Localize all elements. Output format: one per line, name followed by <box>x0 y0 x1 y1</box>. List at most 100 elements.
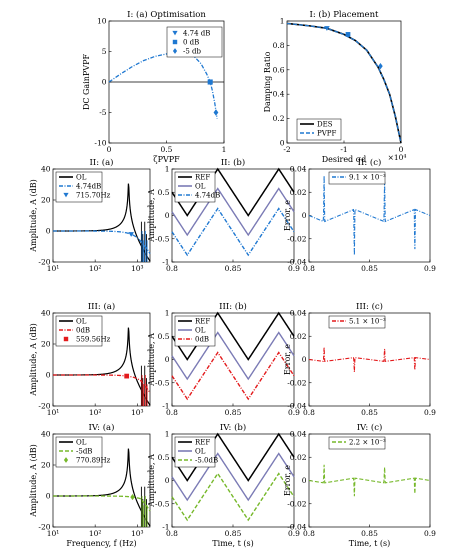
series-line <box>108 52 218 119</box>
y-tick-label: -0.5 <box>155 499 170 508</box>
legend-entry: OL <box>76 439 87 447</box>
y-tick-label: 1 <box>280 17 285 26</box>
legend-entry: 2.2 × 10⁻³ <box>349 439 386 447</box>
data-point <box>213 109 219 116</box>
y-tick-label: -20 <box>38 258 50 267</box>
x-tick-label: 0.8 <box>166 408 178 417</box>
error-line <box>308 346 431 373</box>
legend-entry: 0dB <box>76 327 90 335</box>
legend-marker <box>63 336 69 342</box>
y-tick-label: 0 <box>302 476 307 485</box>
x-axis-label: Time, t (s) <box>349 539 390 548</box>
cl-line <box>171 207 295 257</box>
y-tick-label: -10 <box>94 139 106 148</box>
cl-line <box>171 472 295 522</box>
chart-ii-a-: 10¹ 10² 10³ 40 20 0 -20 II: (a) Amplitude, A (dB… <box>29 157 151 273</box>
chart-title: II: (a) <box>90 157 114 168</box>
legend: 2.2 × 10⁻³ <box>328 436 386 450</box>
axes-frame <box>171 312 295 407</box>
legend-entry: 0dB <box>195 336 209 344</box>
y-tick-label: -20 <box>38 402 50 411</box>
legend: 4.74 dB0 dB-5 db <box>166 26 223 58</box>
ref-line <box>171 432 295 482</box>
y-tick-label: -0.5 <box>155 378 170 387</box>
x-tick-label: 0.85 <box>225 408 242 417</box>
y-tick-label: -1 <box>162 523 169 532</box>
y-tick-label: 0 <box>302 211 307 220</box>
legend-entry: -5 db <box>183 48 202 56</box>
x-tick-label: 10¹ <box>47 264 60 273</box>
y-tick-label: 20 <box>41 196 51 205</box>
y-tick-label: -0.04 <box>287 523 306 532</box>
legend-box <box>55 315 103 347</box>
y-tick-label: 0 <box>280 139 285 148</box>
y-tick-label: 0.5 <box>158 332 170 341</box>
y-tick-label: -5 <box>99 108 107 117</box>
error-line <box>308 175 431 256</box>
ol-line <box>171 187 295 237</box>
x-tick-label: 0.9 <box>288 408 300 417</box>
y-tick-label: 0.5 <box>158 188 170 197</box>
x-tick-label: 0.9 <box>288 529 300 538</box>
y-tick-label: -0.5 <box>155 234 170 243</box>
data-point <box>128 232 134 237</box>
legend-entry: 4.74dB <box>195 192 220 200</box>
y-tick-label: 0.5 <box>158 453 170 462</box>
y-tick-label: 0 <box>302 355 307 364</box>
y-tick-label: 0.04 <box>290 309 307 318</box>
series-line-pvpf <box>286 22 402 144</box>
chart-title: IV: (c) <box>357 422 383 433</box>
y-tick-label: 0 <box>165 476 170 485</box>
x-tick-label: 0.8 <box>303 529 315 538</box>
chart-title: III: (a) <box>88 301 115 312</box>
y-tick-label: -1 <box>162 402 169 411</box>
y-tick-label: 40 <box>41 165 51 174</box>
cl-line <box>53 230 151 254</box>
legend-entry: REF <box>195 174 210 182</box>
ol-line <box>171 452 295 502</box>
legend-entry: OL <box>195 327 206 335</box>
y-tick-label: 1 <box>165 309 170 318</box>
x-tick-label: 10³ <box>131 408 144 417</box>
error-line <box>308 464 431 497</box>
legend: 5.1 × 10⁻³ <box>328 315 386 329</box>
x-tick-label: -2 <box>283 145 291 154</box>
y-tick-label: 1 <box>165 165 170 174</box>
x-tick-label: 0.85 <box>225 264 242 273</box>
axes-frame <box>286 20 402 144</box>
x-tick-label: 0.8 <box>166 264 178 273</box>
chart-iv-b-: 0.8 0.85 0.9 1 0.5 0 -0.5 -1 IV: (b) Time, t (s) A… <box>147 422 300 548</box>
x-tick-label: 0.85 <box>361 264 378 273</box>
x-tick-label: 10² <box>89 264 102 273</box>
x-tick-label: 0.85 <box>225 529 242 538</box>
x-tick-label: 0.8 <box>166 529 178 538</box>
y-axis-label: Damping Ratio <box>263 51 272 112</box>
y-tick-label: -0.04 <box>287 258 306 267</box>
x-tick-label: 0.85 <box>361 408 378 417</box>
legend-entry: -5.0dB <box>195 457 218 465</box>
x-tick-label: 0 <box>107 145 112 154</box>
chart-ii-b-: 0.8 0.85 0.9 1 0.5 0 -0.5 -1 II: (b) Amplitude, A… <box>147 157 300 273</box>
y-axis-label: Amplitude, A (dB) <box>29 444 38 517</box>
plot-area <box>309 434 430 527</box>
y-axis-label: Amplitude, A (dB) <box>29 323 38 396</box>
y-tick-label: 5 <box>102 47 107 56</box>
x-tick-label: 0.5 <box>161 145 173 154</box>
legend-entry: OL <box>195 448 206 456</box>
ref-line <box>171 167 295 217</box>
y-tick-label: 40 <box>41 430 51 439</box>
ref-line <box>171 311 295 361</box>
x-tick-label: 0.9 <box>288 264 300 273</box>
axes-frame <box>171 433 295 528</box>
y-tick-label: 1 <box>165 430 170 439</box>
legend-marker <box>63 192 69 198</box>
legend-entry: 0 dB <box>183 39 199 47</box>
axes-frame <box>171 168 295 263</box>
legend-marker <box>172 39 178 45</box>
legend-marker <box>63 457 69 463</box>
y-axis-label: Amplitude, A <box>147 454 156 508</box>
